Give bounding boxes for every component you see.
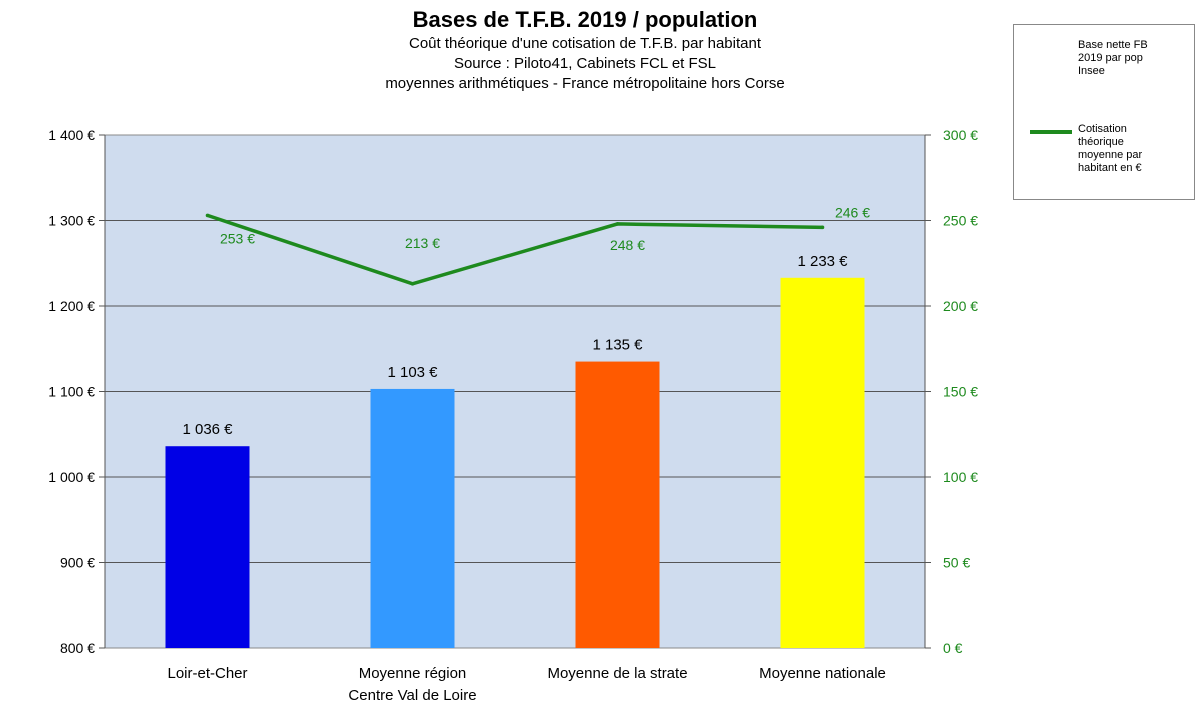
legend: Base nette FB 2019 par pop Insee Cotisat…: [1013, 24, 1195, 200]
legend-bar-entry-line-3: Insee: [1078, 65, 1105, 77]
line-point: [205, 213, 210, 218]
y-left-tick-label: 900 €: [60, 555, 95, 571]
y-left-tick-label: 1 100 €: [48, 384, 95, 400]
legend-line-entry-line-1: Cotisation: [1078, 123, 1127, 135]
x-category-label: Moyenne nationale: [759, 665, 886, 682]
x-category-label: Loir-et-Cher: [167, 665, 247, 682]
bar: [575, 361, 660, 648]
bar-data-label: 1 103 €: [387, 364, 438, 381]
bar-data-label: 1 135 €: [592, 337, 643, 354]
chart-subtitle-line-1: Coût théorique d'une cotisation de T.F.B…: [409, 35, 761, 52]
legend-line-entry-line-3: moyenne par: [1078, 149, 1143, 161]
legend-line-entry-line-2: théorique: [1078, 136, 1124, 148]
line-series: [206, 213, 823, 286]
x-category-label: Moyenne région: [359, 665, 467, 682]
bar: [165, 446, 250, 648]
x-category-label: Moyenne de la strate: [547, 665, 687, 682]
bar: [370, 388, 455, 648]
bar: [780, 277, 865, 648]
y-left-tick-label: 1 200 €: [48, 298, 95, 314]
y-right-tick-label: 150 €: [943, 384, 978, 400]
legend-bar-entry-line-2: 2019 par pop: [1078, 52, 1143, 64]
chart-title: Bases de T.F.B. 2019 / population: [412, 7, 758, 32]
line-point: [820, 225, 825, 230]
legend-bar-entry: Base nette FB 2019 par pop Insee: [1078, 39, 1148, 78]
line-data-label: 248 €: [610, 237, 645, 253]
y-right-tick-label: 300 €: [943, 127, 978, 143]
y-right-tick-label: 0 €: [943, 640, 963, 656]
line-point: [410, 281, 415, 286]
legend-line-entry: Cotisation théorique moyenne par habitan…: [1078, 123, 1142, 175]
line-data-label: 253 €: [220, 230, 255, 246]
x-category-label: Centre Val de Loire: [348, 687, 476, 702]
bar-data-label: 1 036 €: [182, 421, 233, 438]
legend-bar-entry-line-1: Base nette FB: [1078, 39, 1148, 51]
line-data-label: 246 €: [835, 204, 870, 220]
y-left-tick-label: 1 000 €: [48, 469, 95, 485]
y-right-tick-label: 200 €: [943, 298, 978, 314]
y-right-tick-label: 250 €: [943, 213, 978, 229]
line-point: [615, 222, 620, 226]
legend-line-swatch: [1030, 130, 1072, 134]
line-data-label: 213 €: [405, 235, 440, 251]
chart-subtitle-line-2: Source : Piloto41, Cabinets FCL et FSL: [453, 55, 717, 72]
y-left-tick-label: 800 €: [60, 640, 95, 656]
bar-data-label: 1 233 €: [797, 253, 848, 270]
y-right-tick-label: 50 €: [943, 555, 970, 571]
chart-titles: Bases de T.F.B. 2019 / population Coût t…: [0, 6, 1170, 94]
y-left-tick-label: 1 300 €: [48, 213, 95, 229]
chart-subtitle-line-3: moyennes arithmétiques - France métropol…: [385, 75, 785, 92]
y-left-tick-label: 1 400 €: [48, 127, 95, 143]
legend-line-entry-line-4: habitant en €: [1078, 162, 1142, 174]
y-right-tick-label: 100 €: [943, 469, 978, 485]
